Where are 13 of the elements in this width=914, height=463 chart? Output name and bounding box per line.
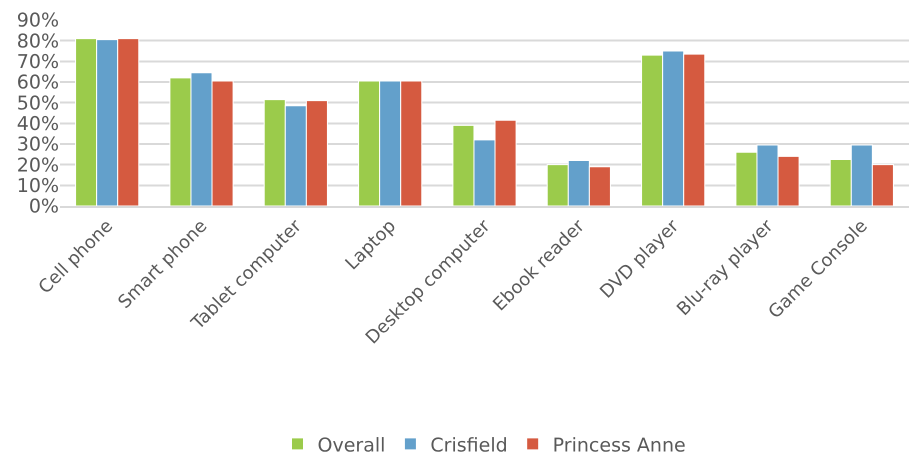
y-tick-label: 30% (16, 134, 59, 156)
y-tick-label: 90% (16, 10, 59, 32)
y-tick-label: 80% (16, 30, 59, 52)
y-tick-label: 0% (28, 196, 59, 218)
y-tick-label: 10% (16, 174, 59, 197)
y-tick-label: 40% (16, 112, 59, 135)
legend-label: Princess Anne (552, 434, 686, 456)
y-tick-label: 60% (16, 72, 59, 94)
y-tick-label: 50% (16, 92, 59, 114)
y-tick-label: 20% (16, 154, 59, 176)
legend-label: Crisfield (430, 434, 508, 456)
y-tick-label: 70% (16, 50, 59, 73)
legend-label: Overall (318, 434, 386, 456)
